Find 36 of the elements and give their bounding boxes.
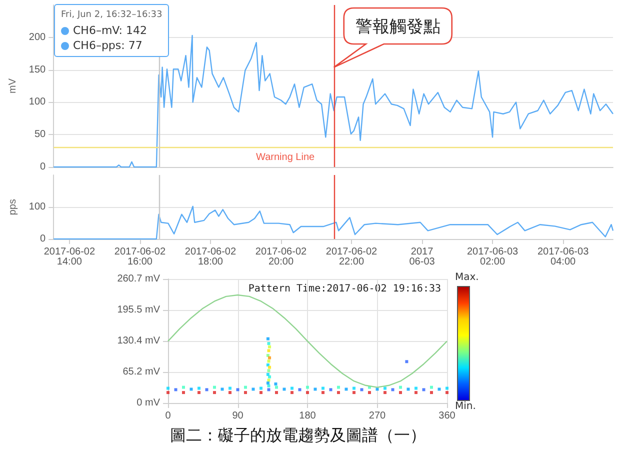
x-tick-label: 2017-06-02 18:00 <box>184 246 236 268</box>
ref-line-label: Warning Line <box>256 152 315 164</box>
y-tick-label: 100 <box>28 96 46 108</box>
annotation: CH6–mV: 142 <box>72 23 148 38</box>
x-tick-label: 2017 06-03 <box>409 246 436 268</box>
text: Max. <box>455 272 479 283</box>
y-tick-label: 130.4 mV <box>117 335 160 346</box>
x-tick-label: 180 <box>299 410 316 422</box>
y-tick-label: 65.2 mV <box>122 366 160 378</box>
x-tick-label: 2017-06-02 22:00 <box>326 246 378 268</box>
y-tick-label: 200 <box>28 32 46 43</box>
y-tick-label: 150 <box>28 64 46 76</box>
y-axis-title: mV <box>8 78 18 94</box>
y-tick-label: 260.7 mV <box>117 274 160 284</box>
y-tick-label: 0 <box>40 162 46 172</box>
x-tick-label: 2017-06-02 14:00 <box>44 246 96 268</box>
annotation: Pattern Time:2017-06-02 19:16:33 <box>248 284 441 294</box>
x-tick-label: 2017-06-03 04:00 <box>537 246 590 268</box>
annotation: Fri, Jun 2, 16:32–16:33 <box>61 9 162 22</box>
x-tick-label: 2017-06-03 02:00 <box>466 246 519 268</box>
ref-line-label: 警報觸發點 <box>354 16 442 38</box>
x-tick-label: 0 <box>165 410 172 422</box>
y-tick-label: 195.5 mV <box>117 304 160 316</box>
x-tick-label: 90 <box>232 410 244 422</box>
y-tick-label: 0 mV <box>136 398 160 408</box>
y-tick-label: 0 <box>40 234 46 244</box>
y-tick-label: 50 <box>34 129 46 140</box>
x-tick-label: 270 <box>368 410 386 422</box>
text: 圖二：礙子的放電趨勢及圖譜（一） <box>170 426 426 444</box>
text: Min. <box>455 401 476 412</box>
x-tick-label: 360 <box>438 410 456 422</box>
x-tick-label: 2017-06-02 20:00 <box>255 246 308 268</box>
x-tick-label: 2017-06-02 16:00 <box>114 246 166 268</box>
y-tick-label: 100 <box>28 202 46 212</box>
annotation: CH6–pps: 77 <box>72 38 144 53</box>
y-axis-title: pps <box>8 198 18 216</box>
